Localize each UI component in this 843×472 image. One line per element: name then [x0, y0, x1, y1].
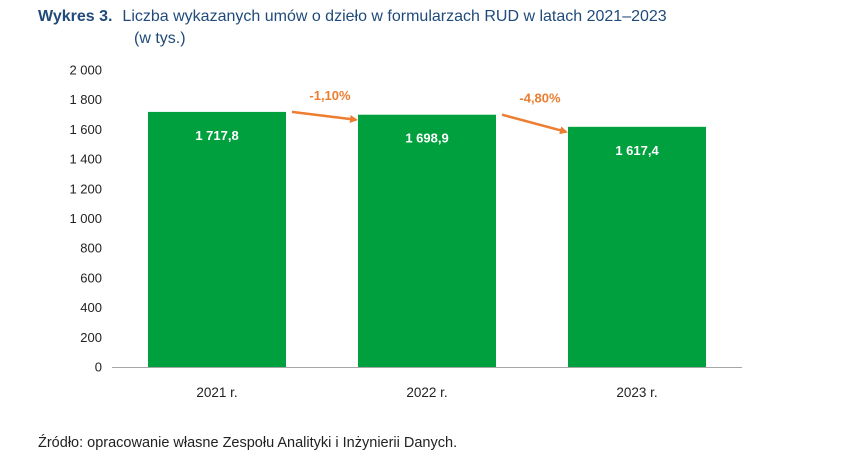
chart-title-label: Wykres 3. [38, 8, 113, 25]
x-category-label: 2023 r. [616, 385, 657, 400]
bar [568, 126, 706, 367]
chart-title-text: Liczba wykazanych umów o dzieło w formul… [122, 8, 667, 25]
bar [148, 111, 286, 367]
y-tick-label: 1 600 [69, 122, 102, 137]
change-arrow [291, 110, 358, 123]
y-tick-label: 200 [80, 330, 102, 345]
x-category-label: 2021 r. [196, 385, 237, 400]
bar [358, 114, 496, 367]
y-tick-label: 1 400 [69, 152, 102, 167]
y-axis-labels: 0 200 400 600 800 1 000 1 200 1 400 1 600 1 800 2 … [69, 63, 102, 375]
y-tick-label: 800 [80, 241, 102, 256]
source-note: Źródło: opracowanie własne Zespołu Anali… [38, 435, 458, 451]
chart-title: Wykres 3. Liczba wykazanych umów o dzieło… [38, 6, 828, 50]
y-tick-label: 600 [80, 270, 102, 285]
x-axis-labels: 2021 r. 2022 r. 2023 r. [196, 385, 657, 400]
change-arrows: -1,10% -4,80% [291, 88, 568, 135]
bar-value-label: 1 698,9 [405, 131, 448, 146]
y-tick-label: 1 800 [69, 92, 102, 107]
bars: 1 717,8 1 698,9 1 617,4 [148, 111, 706, 367]
bar-value-label: 1 717,8 [195, 128, 238, 143]
x-category-label: 2022 r. [406, 385, 447, 400]
change-label: -1,10% [309, 88, 351, 103]
y-tick-label: 2 000 [69, 63, 102, 78]
y-tick-label: 1 200 [69, 181, 102, 196]
change-label: -4,80% [519, 91, 561, 106]
chart-title-unit: (w tys.) [134, 30, 186, 47]
y-tick-label: 1 000 [69, 211, 102, 226]
change-arrow [501, 113, 568, 135]
y-tick-label: 0 [95, 360, 102, 375]
y-tick-label: 400 [80, 300, 102, 315]
bar-value-label: 1 617,4 [615, 143, 659, 158]
